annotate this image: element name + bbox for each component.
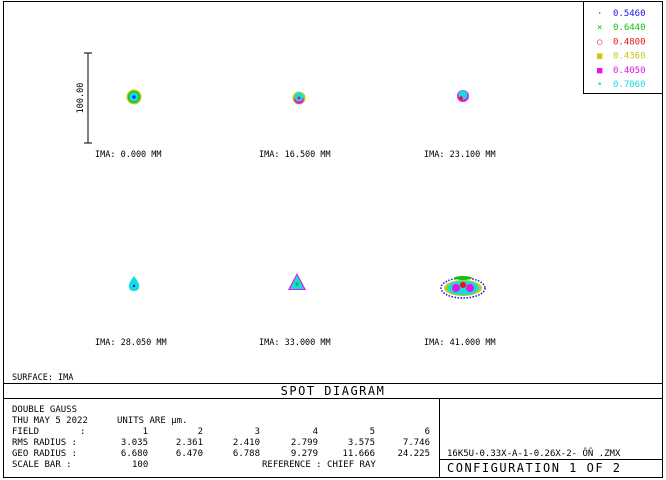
legend-marker-1: ·	[597, 9, 602, 19]
spot-field-group	[126, 89, 486, 299]
spot-label-4: IMA: 28.050 MM	[95, 338, 167, 348]
field-number-3: 3	[255, 427, 260, 437]
date-text: THU MAY 5 2022	[12, 416, 88, 426]
legend-label-2: 0.6440	[613, 23, 646, 33]
geo-value-2: 6.470	[176, 449, 203, 459]
geo-label: GEO RADIUS :	[12, 449, 77, 459]
legend-box	[583, 1, 663, 94]
legend-marker-5: ■	[597, 66, 603, 76]
spot-field-6	[440, 276, 486, 299]
geo-value-5: 11.666	[342, 449, 375, 459]
field-number-6: 6	[425, 427, 430, 437]
legend-label-4: 0.4360	[613, 52, 646, 62]
rms-value-3: 2.410	[233, 438, 260, 448]
spot-4-body	[128, 276, 140, 291]
legend-marker-4: ■	[597, 52, 603, 62]
spot-6-outer-ring	[440, 277, 486, 299]
legend-marker-3: ○	[597, 37, 603, 47]
spot-field-5	[288, 273, 306, 290]
spot-label-1: IMA: 0.000 MM	[95, 150, 162, 160]
field-separator: :	[80, 427, 85, 437]
scale-bar-label: 100.00	[76, 83, 86, 114]
spot-3-center	[459, 96, 463, 100]
rms-value-2: 2.361	[176, 438, 203, 448]
legend-marker-6: •	[597, 80, 602, 90]
scale-bar: 100.00	[76, 52, 92, 144]
spot-5-core	[290, 275, 304, 289]
info-block: DOUBLE GAUSS THU MAY 5 2022 UNITS ARE µm…	[12, 405, 430, 470]
spot-1-center	[132, 95, 136, 99]
spot-field-3	[457, 90, 469, 102]
outer-frame	[3, 1, 663, 478]
spot-5-center	[295, 282, 299, 286]
spot-label-6: IMA: 41.000 MM	[424, 338, 496, 348]
surface-label: SURFACE: IMA	[12, 373, 73, 383]
spot-label-3: IMA: 23.100 MM	[424, 150, 496, 160]
diagram-title: SPOT DIAGRAM	[281, 384, 386, 398]
field-number-1: 1	[143, 427, 148, 437]
spot-field-1	[126, 89, 142, 105]
spot-6-lobe-right	[466, 284, 474, 292]
spot-label-5: IMA: 33.000 MM	[259, 338, 331, 348]
spot-6-lobe-left	[452, 284, 460, 292]
geo-value-4: 9.279	[291, 449, 318, 459]
geo-value-3: 6.788	[233, 449, 260, 459]
legend-label-1: 0.5460	[613, 9, 646, 19]
spot-label-2: IMA: 16.500 MM	[259, 150, 331, 160]
field-number-5: 5	[370, 427, 375, 437]
spot-field-2	[292, 91, 306, 105]
scale-value: 100	[132, 460, 148, 470]
legend-marker-2: ×	[597, 23, 602, 33]
spot-2-center	[297, 96, 301, 100]
lens-name: DOUBLE GAUSS	[12, 405, 77, 415]
rms-value-6: 7.746	[403, 438, 430, 448]
units-text: UNITS ARE µm.	[117, 416, 187, 426]
scale-label: SCALE BAR :	[12, 460, 72, 470]
spot-6-center	[460, 282, 466, 288]
legend-label-6: 0.7060	[613, 80, 646, 90]
spot-field-4	[128, 276, 140, 291]
rms-value-5: 3.575	[348, 438, 375, 448]
rms-label: RMS RADIUS :	[12, 438, 77, 448]
spot-4-center	[132, 284, 136, 288]
file-name: 16K5U-0.33X-A-1-0.26X-2- ÔÑ .ZMX	[447, 447, 621, 459]
legend-label-5: 0.4050	[613, 66, 646, 76]
wavelength-legend: · 0.5460 × 0.6440 ○ 0.4800 ■ 0.4360 ■ 0.4050 • 0.70…	[583, 1, 663, 94]
configuration-text: CONFIGURATION 1 OF 2	[447, 461, 622, 475]
rms-value-1: 3.035	[121, 438, 148, 448]
field-number-2: 2	[198, 427, 203, 437]
geo-value-1: 6.680	[121, 449, 148, 459]
field-label: FIELD	[12, 427, 39, 437]
reference-text: REFERENCE : CHIEF RAY	[262, 460, 376, 470]
geo-value-6: 24.225	[397, 449, 430, 459]
legend-label-3: 0.4800	[613, 37, 646, 47]
spot-6-top-band	[454, 276, 472, 280]
field-number-4: 4	[313, 427, 318, 437]
rms-value-4: 2.799	[291, 438, 318, 448]
